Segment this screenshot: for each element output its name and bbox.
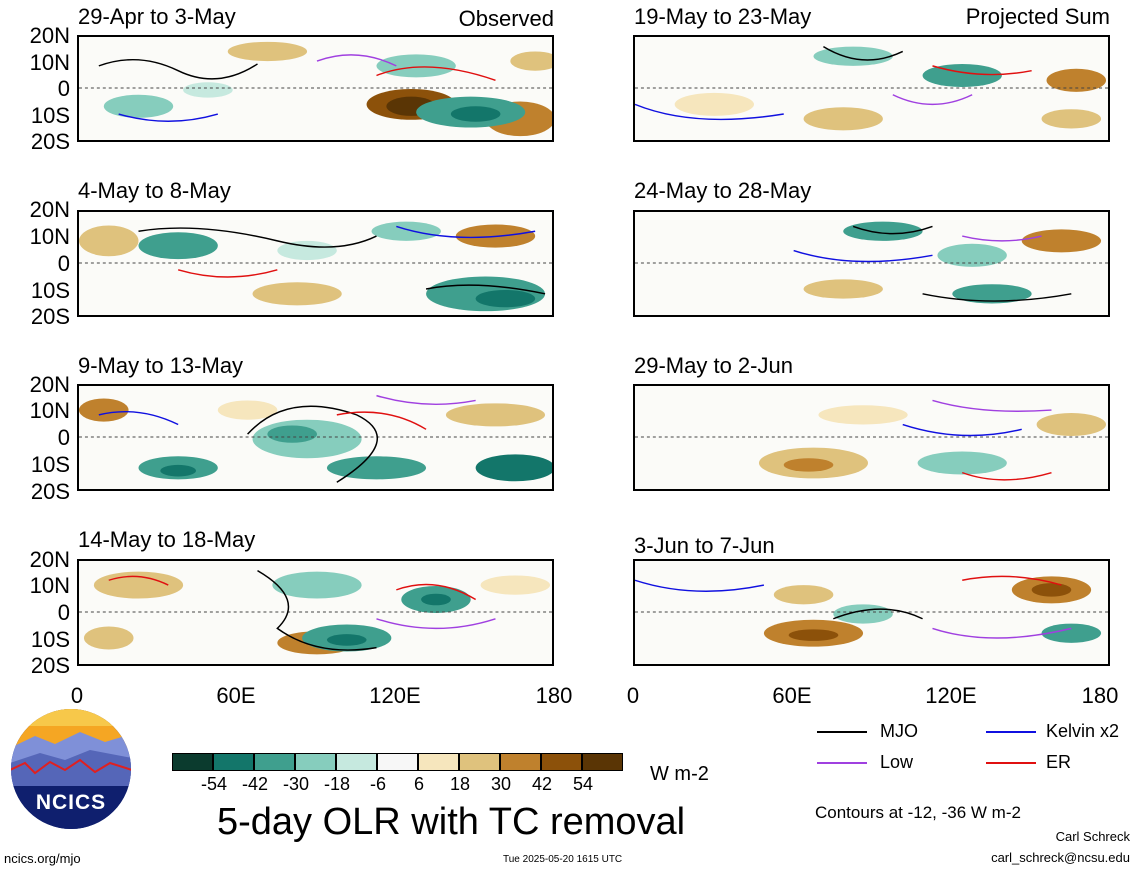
legend-label-er: ER [1046, 752, 1072, 772]
ncics-logo: NCICS [10, 708, 132, 830]
colorbar-swatch [541, 753, 582, 771]
lat-label-20n: 20N [29, 23, 70, 48]
map-panel-4 [77, 559, 554, 666]
olr-field-1 [79, 41, 552, 137]
lat-label-10s: 10S [30, 278, 70, 303]
lat-label-10s: 10S [30, 452, 70, 477]
olr-field-2 [79, 221, 552, 312]
map-panel-8 [633, 559, 1110, 666]
colorbar-tick: -54 [200, 774, 227, 794]
map-panel-6 [633, 210, 1110, 317]
lon-label-180: 180 [535, 683, 573, 708]
colorbar-swatch [418, 753, 459, 771]
lat-label-10n: 10N [29, 224, 70, 249]
colorbar-swatch [295, 753, 336, 771]
colorbar-swatch [582, 753, 623, 771]
colorbar-swatch [213, 753, 254, 771]
colorbar-tick: -42 [241, 774, 268, 794]
contours-note: Contours at -12, -36 W m-2 [815, 803, 1021, 822]
lon-label-120e: 120E [369, 683, 421, 708]
lat-label-10s: 10S [30, 627, 70, 652]
lat-label-eq: 0 [57, 76, 70, 101]
map-panel-7 [633, 384, 1110, 491]
lat-label-eq: 0 [57, 600, 70, 625]
author-email[interactable]: carl_schreck@ncsu.edu [991, 850, 1130, 865]
olr-field-8 [635, 575, 1108, 647]
lat-label-10s: 10S [30, 103, 70, 128]
legend-line-er [986, 762, 1036, 764]
legend-line-kelvin [986, 731, 1036, 733]
lon-label-180: 180 [1081, 683, 1119, 708]
lat-label-eq: 0 [57, 251, 70, 276]
map-panel-1 [77, 35, 554, 142]
lat-label-10n: 10N [29, 50, 70, 75]
colorbar-tick: 6 [413, 774, 424, 794]
colorbar-swatch [172, 753, 213, 771]
olr-field-6 [635, 221, 1108, 304]
panel-title-3: 9-May to 13-May [78, 353, 244, 378]
colorbar-swatch [500, 753, 541, 771]
lon-label-0: 0 [70, 683, 84, 708]
projected-sum-label: Projected Sum [965, 4, 1110, 29]
legend-line-mjo [817, 731, 867, 733]
lat-label-10n: 10N [29, 398, 70, 423]
lon-label-0: 0 [626, 683, 640, 708]
colorbar-tick: -6 [369, 774, 386, 794]
lat-label-20n: 20N [29, 547, 70, 572]
lat-label-eq: 0 [57, 425, 70, 450]
colorbar-tick: 42 [531, 774, 553, 794]
site-link[interactable]: ncics.org/mjo [4, 851, 81, 866]
lat-label-20n: 20N [29, 197, 70, 222]
lon-label-120e: 120E [925, 683, 977, 708]
lat-label-20n: 20N [29, 372, 70, 397]
olr-field-7 [635, 399, 1108, 481]
legend-line-low [817, 762, 867, 764]
map-panel-5 [633, 35, 1110, 142]
lat-label-20s: 20S [30, 304, 70, 329]
legend-label-low: Low [880, 752, 914, 772]
colorbar-swatch [377, 753, 418, 771]
panel-title-7: 29-May to 2-Jun [634, 353, 793, 378]
lat-label-20s: 20S [30, 129, 70, 154]
lat-label-20s: 20S [30, 479, 70, 504]
lon-label-60e: 60E [216, 683, 256, 708]
observed-label: Observed [458, 6, 554, 31]
panel-title-5: 19-May to 23-May [634, 4, 812, 29]
colorbar-tick: 54 [572, 774, 594, 794]
logo-icon [11, 709, 131, 829]
lat-label-20s: 20S [30, 653, 70, 678]
colorbar-swatch [254, 753, 295, 771]
colorbar-units: W m-2 [650, 763, 709, 785]
colorbar-tick: 30 [490, 774, 512, 794]
map-panel-2 [77, 210, 554, 317]
olr-field-3 [79, 394, 552, 483]
map-panel-3 [77, 384, 554, 491]
panel-title-2: 4-May to 8-May [78, 178, 231, 203]
lat-label-10n: 10N [29, 573, 70, 598]
colorbar-tick: -30 [282, 774, 309, 794]
timestamp: Tue 2025-05-20 1615 UTC [503, 854, 623, 865]
colorbar-tick: 18 [449, 774, 471, 794]
panel-title-8: 3-Jun to 7-Jun [634, 533, 775, 558]
legend-label-kelvin: Kelvin x2 [1046, 721, 1120, 741]
logo-text: NCICS [35, 791, 107, 814]
figure-title: 5-day OLR with TC removal [217, 801, 686, 843]
panel-title-1: 29-Apr to 3-May [78, 4, 236, 29]
lon-label-60e: 60E [772, 683, 812, 708]
legend-label-mjo: MJO [880, 721, 918, 741]
colorbar-swatch [459, 753, 500, 771]
panel-title-4: 14-May to 18-May [78, 527, 256, 552]
olr-field-4 [79, 570, 552, 655]
panel-title-6: 24-May to 28-May [634, 178, 812, 203]
colorbar-tick: -18 [323, 774, 350, 794]
olr-field-5 [635, 46, 1108, 131]
colorbar-swatch [336, 753, 377, 771]
author: Carl Schreck [1055, 829, 1130, 844]
